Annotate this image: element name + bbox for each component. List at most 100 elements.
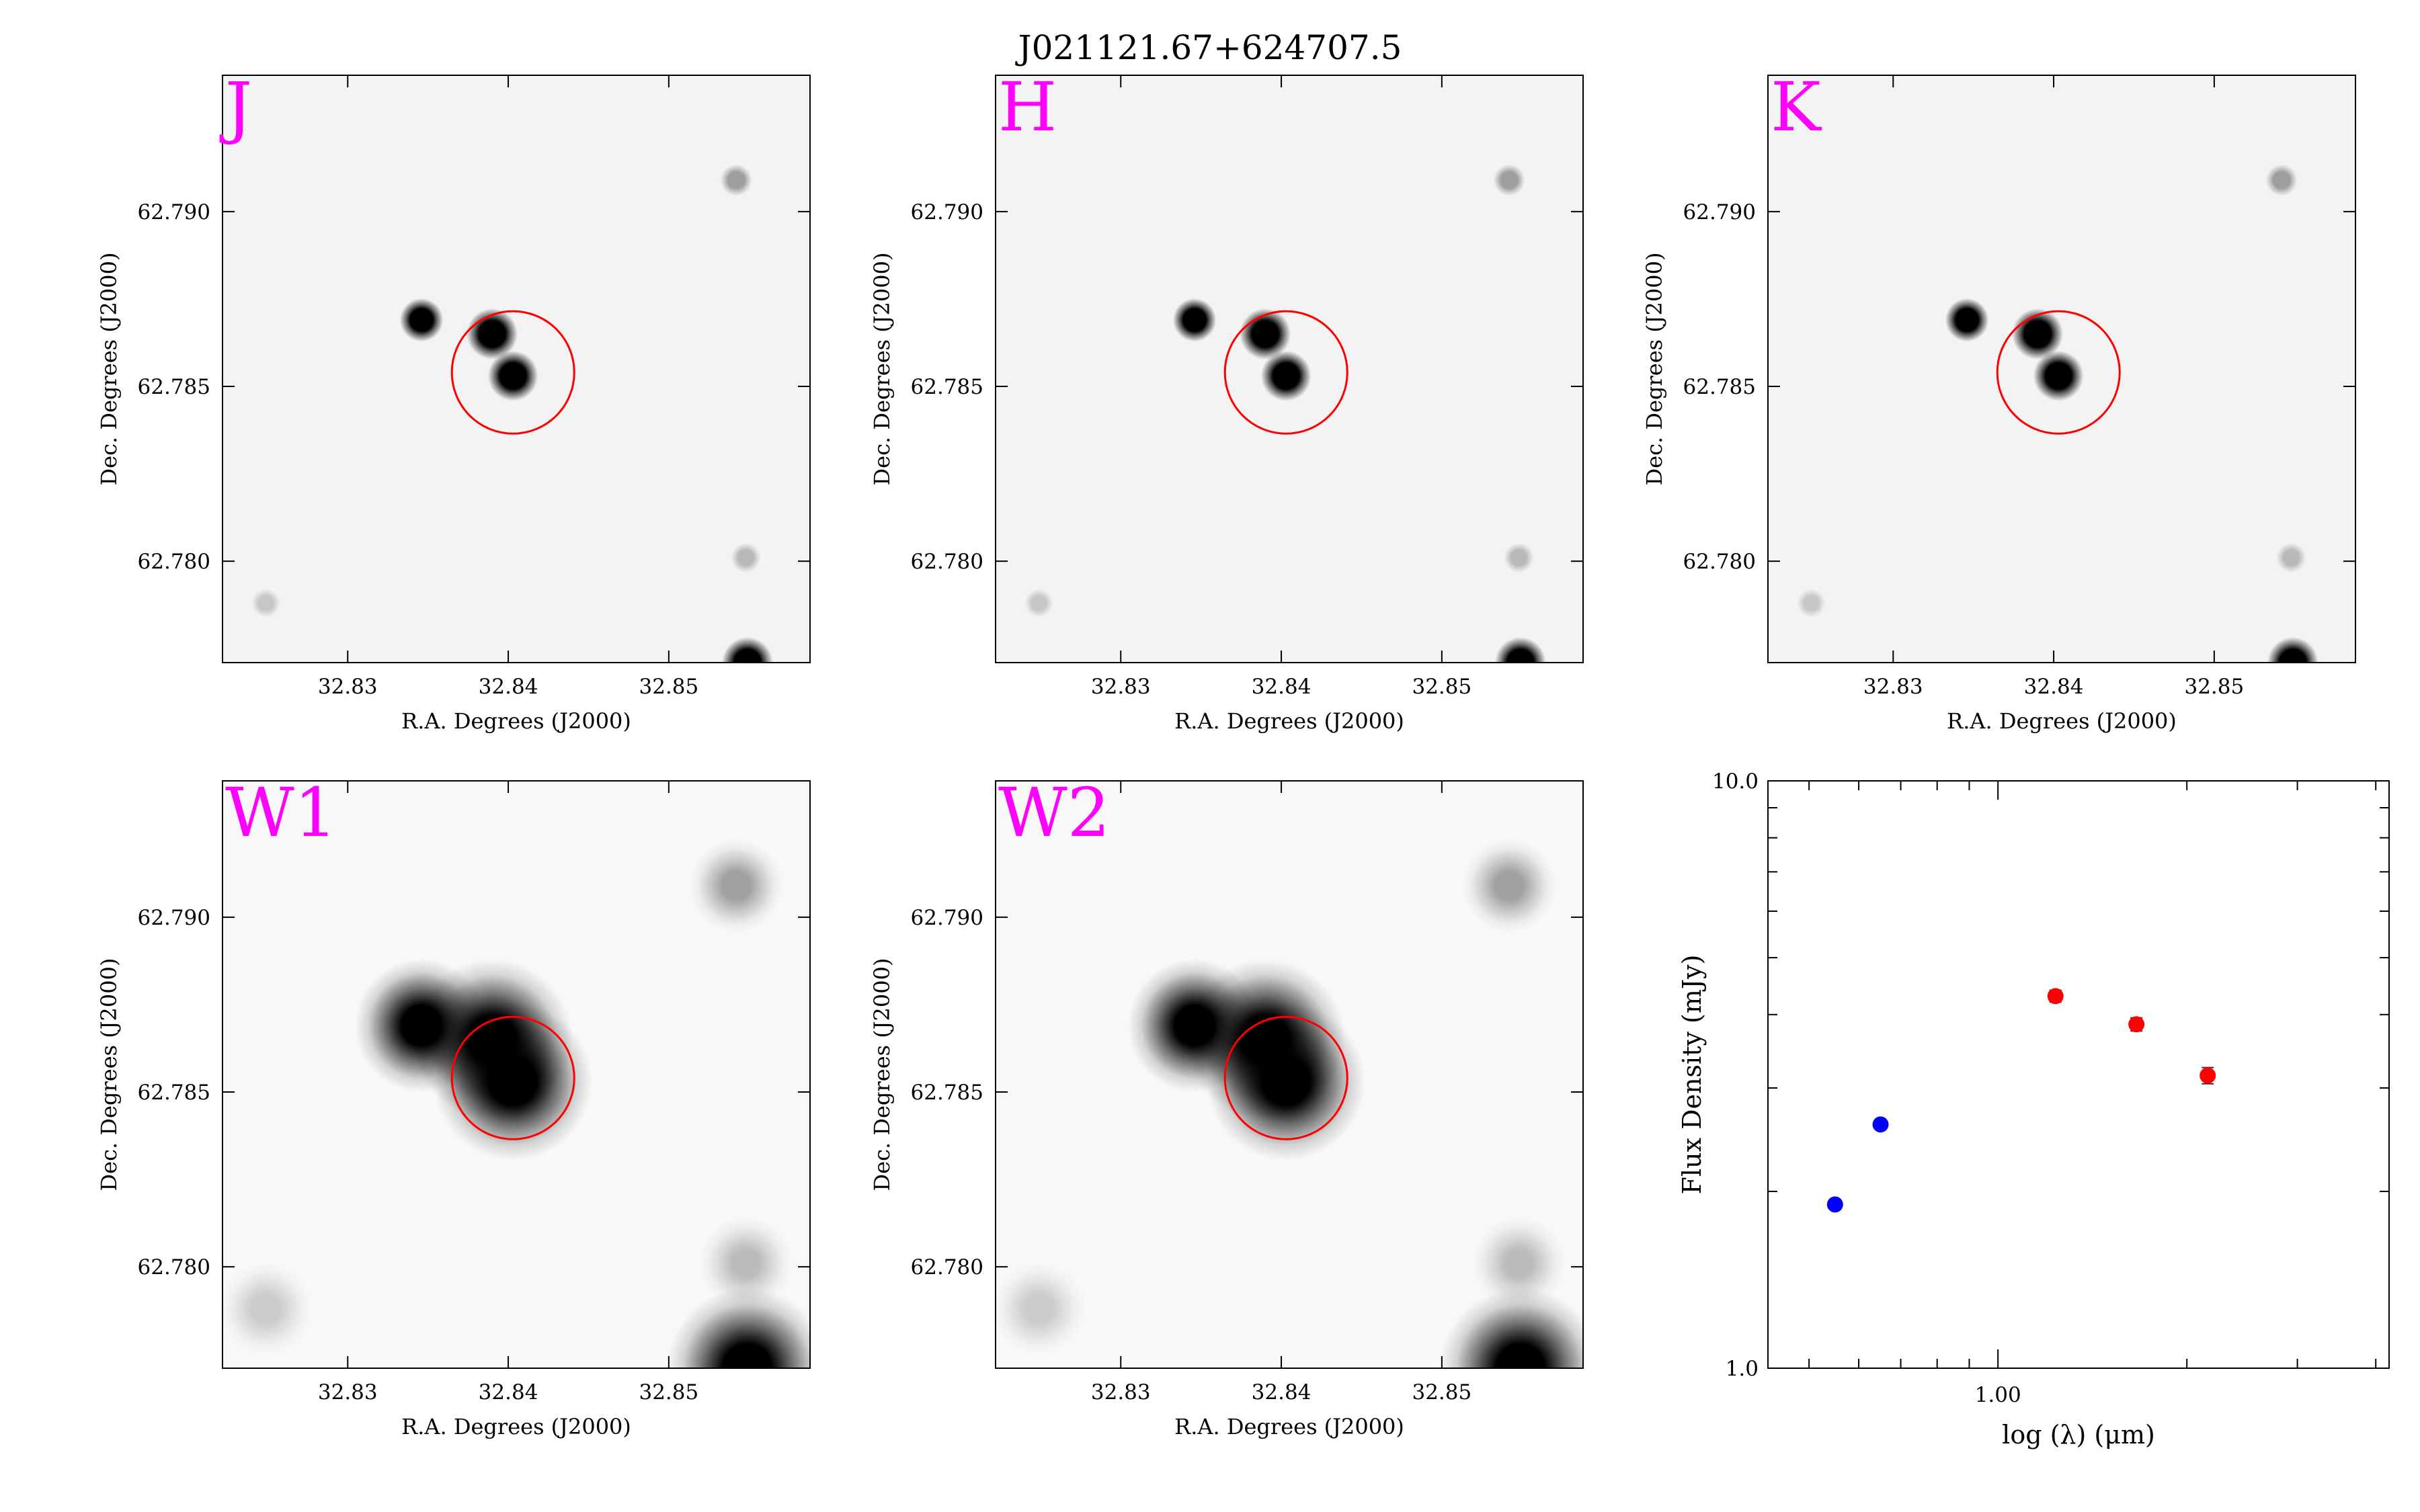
image-panel-h: 32.83 32.84 32.85 62.790 62.785 62.780 R.A. De… — [869, 68, 1584, 734]
source-blob — [721, 637, 773, 663]
target-circle — [1996, 310, 2121, 435]
source-blob — [434, 1002, 593, 1161]
source-blob — [487, 350, 538, 401]
image-frame — [995, 780, 1584, 1369]
x-tick-label: 32.83 — [318, 675, 378, 699]
x-tick-label: 32.83 — [1863, 675, 1923, 699]
band-label: K — [1771, 68, 1822, 146]
source-blob — [731, 542, 761, 573]
band-label: W2 — [998, 773, 1110, 852]
x-tick-label: 32.83 — [1091, 1380, 1151, 1404]
x-axis-label: R.A. Degrees (J2000) — [1174, 1414, 1404, 1439]
image-frame — [995, 75, 1584, 663]
band-label: H — [998, 68, 1057, 146]
source-blob — [996, 1261, 1086, 1356]
source-blob — [1024, 589, 1053, 618]
x-tick-label: 32.83 — [1091, 675, 1151, 699]
y-tick-label: 62.790 — [138, 200, 210, 224]
y-axis-label: Dec. Degrees (J2000) — [1642, 253, 1667, 486]
y-axis-label: Dec. Degrees (J2000) — [869, 958, 895, 1191]
x-tick-label: 32.83 — [318, 1380, 378, 1404]
sed-y-tick-label: 10.0 — [1712, 769, 1759, 794]
sed-x-tick-label: 1.00 — [1975, 1383, 2021, 1407]
y-tick-label: 62.790 — [911, 906, 983, 930]
source-blob — [1945, 298, 1989, 342]
target-circle — [1223, 1015, 1348, 1140]
sed-frame — [1767, 780, 2390, 1369]
source-blob — [720, 164, 752, 196]
source-blob — [223, 1261, 313, 1356]
source-blob — [1260, 350, 1312, 401]
source-blob — [1172, 298, 1217, 342]
x-axis-label: R.A. Degrees (J2000) — [1174, 708, 1404, 734]
star-field — [996, 839, 1583, 1368]
star-field — [1797, 164, 2318, 663]
y-tick-label: 62.780 — [1683, 550, 1756, 574]
x-tick-label: 32.84 — [1252, 1380, 1312, 1404]
sed-panel: 1.00 10.0 1.0 log (λ) (μm) Flux Density (mJy… — [1677, 769, 2390, 1450]
source-blob — [1504, 542, 1534, 573]
source-blob — [251, 589, 280, 618]
y-tick-label: 62.780 — [911, 1255, 983, 1279]
source-blob — [1797, 589, 1826, 618]
x-tick-label: 32.85 — [1412, 1380, 1471, 1404]
source-blob — [698, 1216, 793, 1310]
y-tick-label: 62.785 — [1683, 375, 1756, 399]
x-axis-label: R.A. Degrees (J2000) — [401, 708, 631, 734]
image-frame — [222, 780, 811, 1369]
y-tick-label: 62.785 — [138, 1081, 210, 1105]
x-tick-label: 32.84 — [479, 1380, 538, 1404]
image-panels: 32.83 32.84 32.85 62.790 62.785 62.780 R.A. De… — [96, 68, 2356, 1439]
sed-y-tick-label: 1.0 — [1726, 1357, 1759, 1381]
target-circle — [450, 310, 575, 435]
sed-point — [2200, 1067, 2216, 1084]
target-circle — [450, 1015, 575, 1140]
image-panel-w2: 32.83 32.84 32.85 62.790 62.785 62.780 R.A. De… — [869, 773, 1584, 1439]
source-blob — [2033, 350, 2084, 401]
sed-point — [2128, 1016, 2145, 1033]
image-panel-j: 32.83 32.84 32.85 62.790 62.785 62.780 R.A. De… — [96, 68, 811, 734]
source-blob — [1493, 164, 1525, 196]
star-field — [223, 839, 810, 1368]
x-tick-label: 32.85 — [1412, 675, 1471, 699]
y-tick-label: 62.785 — [138, 375, 210, 399]
x-tick-label: 32.85 — [639, 675, 698, 699]
y-axis-label: Dec. Degrees (J2000) — [96, 958, 122, 1191]
source-blob — [399, 298, 444, 342]
sed-point — [1872, 1116, 1889, 1133]
x-axis-label: R.A. Degrees (J2000) — [1947, 708, 2177, 734]
source-blob — [2265, 164, 2298, 196]
y-axis-label: Dec. Degrees (J2000) — [869, 253, 895, 486]
y-axis-label: Dec. Degrees (J2000) — [96, 253, 122, 486]
x-tick-label: 32.84 — [2024, 675, 2084, 699]
image-frame — [222, 75, 811, 663]
sed-point — [2047, 988, 2064, 1005]
image-panel-k: 32.83 32.84 32.85 62.790 62.785 62.780 R.A. De… — [1642, 68, 2356, 734]
source-blob — [1439, 1288, 1583, 1368]
band-label: W1 — [225, 773, 337, 852]
image-panel-w1: 32.83 32.84 32.85 62.790 62.785 62.780 R.A. De… — [96, 773, 811, 1439]
y-tick-label: 62.780 — [138, 550, 210, 574]
source-blob — [1471, 1216, 1566, 1310]
x-axis-label: R.A. Degrees (J2000) — [401, 1414, 631, 1439]
y-tick-label: 62.785 — [911, 1081, 983, 1105]
sed-point — [1826, 1196, 1843, 1213]
y-tick-label: 62.780 — [911, 550, 983, 574]
y-tick-label: 62.790 — [911, 200, 983, 224]
source-blob — [689, 839, 784, 933]
x-tick-label: 32.84 — [1252, 675, 1312, 699]
image-frame — [1767, 75, 2356, 663]
y-tick-label: 62.790 — [138, 906, 210, 930]
x-tick-label: 32.85 — [639, 1380, 698, 1404]
sed-x-axis-label: log (λ) (μm) — [2002, 1420, 2155, 1450]
band-label: J — [219, 68, 252, 146]
source-blob — [1494, 637, 1546, 663]
star-field — [1024, 164, 1546, 663]
y-tick-label: 62.780 — [138, 1255, 210, 1279]
source-blob — [2267, 637, 2318, 663]
source-blob — [666, 1288, 810, 1368]
source-blob — [1462, 839, 1557, 933]
figure-title: J021121.67+624707.5 — [1015, 28, 1402, 67]
source-blob — [1207, 1002, 1366, 1161]
